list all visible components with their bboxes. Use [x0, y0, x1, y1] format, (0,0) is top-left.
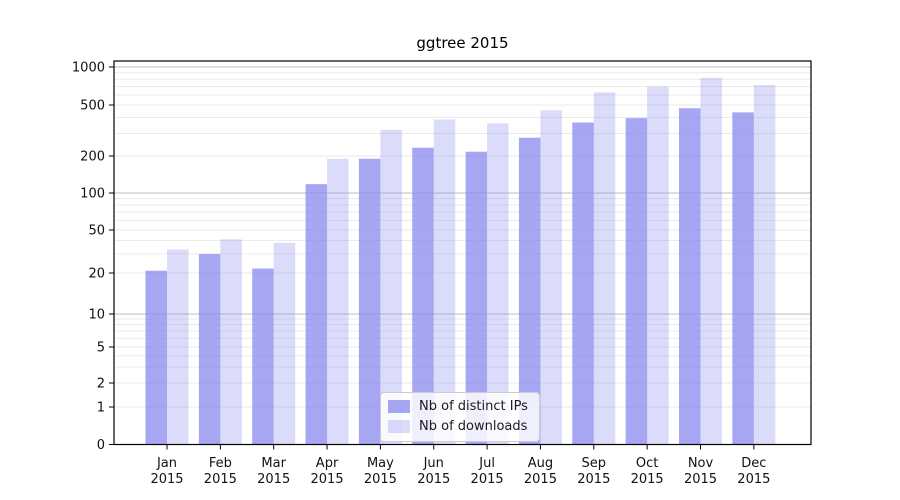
y-tick-label: 200 — [80, 150, 105, 165]
chart-title: ggtree 2015 — [416, 34, 509, 52]
bar-distinct-ips-aug — [518, 137, 541, 445]
legend-item-distinct-ips: Nb of distinct IPs — [388, 399, 528, 414]
y-tick-label: 2 — [97, 377, 105, 392]
x-tick-label-year: 2015 — [417, 472, 450, 487]
bar-downloads-aug — [540, 110, 562, 445]
bar-distinct-ips-nov — [679, 108, 701, 445]
bar-distinct-ips-feb — [198, 253, 221, 445]
y-tick-label: 20 — [88, 267, 105, 282]
x-tick-label-month: Jun — [423, 456, 444, 471]
x-tick-label-month: May — [367, 456, 394, 471]
bar-distinct-ips-jan — [145, 270, 167, 445]
bar-distinct-ips-apr — [305, 184, 328, 445]
x-tick-label-month: Oct — [636, 456, 658, 471]
legend-label-downloads: Nb of downloads — [419, 419, 528, 434]
x-tick-label-month: Sep — [582, 456, 607, 471]
bar-downloads-nov — [700, 77, 722, 445]
y-tick-label: 0 — [97, 438, 105, 453]
bar-distinct-ips-may — [358, 158, 381, 445]
x-tick-label-year: 2015 — [737, 472, 770, 487]
y-tick-label: 50 — [88, 224, 105, 239]
x-tick-label-year: 2015 — [471, 472, 504, 487]
bar-downloads-apr — [327, 158, 349, 445]
x-tick-label-year: 2015 — [150, 472, 183, 487]
bar-downloads-jun — [433, 119, 456, 445]
x-tick-label-year: 2015 — [204, 472, 237, 487]
y-tick-label: 100 — [80, 187, 105, 202]
x-tick-label-year: 2015 — [684, 472, 717, 487]
y-tick-label: 1000 — [72, 61, 105, 76]
x-tick-label-month: Apr — [316, 456, 339, 471]
x-tick-label-month: Jan — [156, 456, 177, 471]
bar-downloads-dec — [753, 85, 776, 445]
legend: Nb of distinct IPs Nb of downloads — [380, 392, 540, 442]
bar-distinct-ips-dec — [732, 112, 754, 445]
bar-downloads-may — [380, 129, 402, 445]
bar-downloads-feb — [220, 239, 242, 445]
bar-downloads-sep — [593, 92, 616, 445]
legend-swatch-downloads — [388, 420, 410, 433]
bar-distinct-ips-sep — [572, 122, 594, 445]
bar-distinct-ips-jul — [465, 151, 488, 445]
y-tick-label: 10 — [88, 308, 105, 323]
x-tick-label-month: Aug — [528, 456, 553, 471]
x-tick-label-year: 2015 — [524, 472, 557, 487]
x-tick-label-year: 2015 — [311, 472, 344, 487]
y-tick-label: 5 — [97, 341, 105, 356]
x-tick-label-month: Feb — [209, 456, 232, 471]
bar-distinct-ips-mar — [252, 268, 274, 445]
legend-label-ips: Nb of distinct IPs — [419, 399, 528, 414]
y-tick-label: 1 — [97, 401, 105, 416]
plot-frame — [113, 60, 812, 446]
x-tick-label-year: 2015 — [364, 472, 397, 487]
bar-downloads-oct — [647, 86, 669, 445]
x-tick-label-month: Mar — [261, 456, 286, 471]
legend-item-downloads: Nb of downloads — [388, 419, 528, 434]
x-tick-label-year: 2015 — [631, 472, 664, 487]
x-tick-label-month: Nov — [688, 456, 714, 471]
bar-distinct-ips-oct — [625, 118, 648, 445]
x-tick-label-year: 2015 — [257, 472, 290, 487]
legend-swatch-ips — [388, 400, 410, 413]
bar-distinct-ips-jun — [412, 147, 434, 445]
x-tick-label-year: 2015 — [577, 472, 610, 487]
bar-downloads-jan — [167, 249, 189, 445]
bar-downloads-jul — [487, 123, 509, 445]
x-tick-label-month: Jul — [478, 456, 495, 471]
bar-downloads-mar — [273, 242, 296, 445]
x-tick-label-month: Dec — [741, 456, 766, 471]
y-tick-label: 500 — [80, 99, 105, 114]
